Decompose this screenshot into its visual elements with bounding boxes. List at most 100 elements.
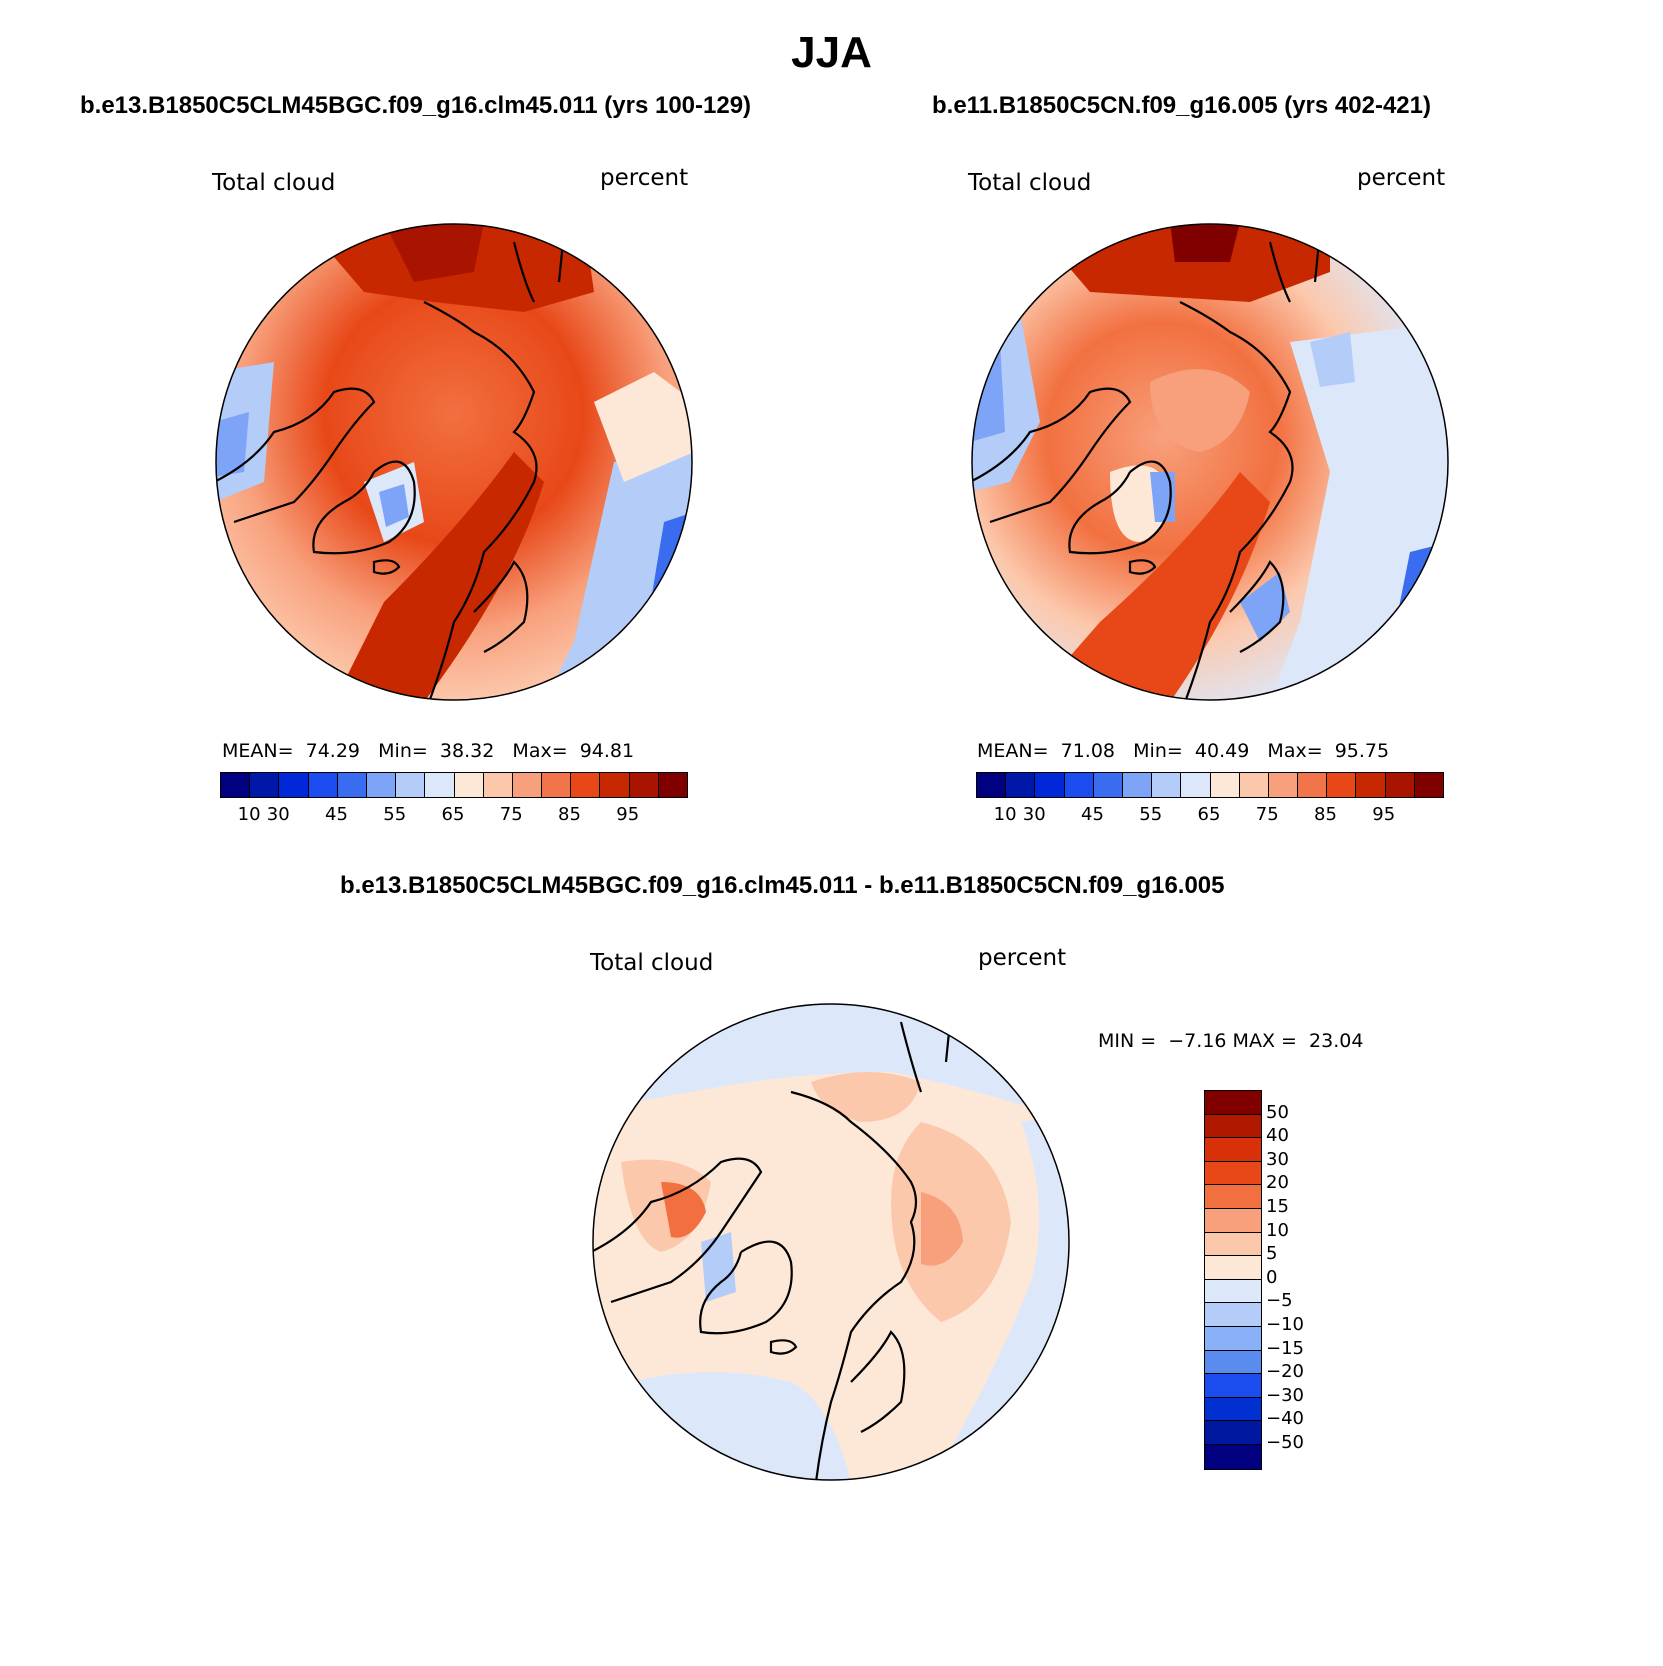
colorbar-cell [454, 773, 484, 797]
colorbar-cell [366, 773, 397, 797]
diff-colorbar-tick-label: −15 [1266, 1337, 1304, 1359]
colorbar-cell [425, 773, 455, 797]
panel1-west-low-cloud-2 [216, 412, 249, 477]
colorbar-cell [1205, 1279, 1261, 1304]
colorbar-cell [1205, 1303, 1261, 1327]
colorbar-cell [1327, 773, 1357, 797]
panel2-coastline-america [972, 387, 1132, 524]
diff-greenland-neg [701, 1232, 736, 1302]
colorbar-cell [658, 773, 687, 797]
panel2-stats: MEAN= 71.08 Min= 40.49 Max= 95.75 [977, 740, 1390, 762]
diff-units-label: percent [978, 945, 1067, 971]
colorbar-cell [571, 773, 601, 797]
diff-colorbar-tick-label: 10 [1266, 1219, 1289, 1241]
colorbar-tick-label: 95 [616, 804, 640, 825]
panel2-pole-cloud [1150, 369, 1250, 452]
diff-colorbar-tick-label: −50 [1266, 1432, 1304, 1453]
diff-colorbar-tick-label: 0 [1266, 1266, 1278, 1288]
colorbar-cell [1205, 1444, 1261, 1469]
colorbar-cell [1181, 773, 1211, 797]
colorbar-cell [1064, 773, 1094, 797]
panel2-colorbar-labels: 10 30 45 55 65 75 85 95 [976, 804, 1442, 828]
colorbar-cell [1298, 773, 1328, 797]
diff-minmax-stats: MIN = −7.16 MAX = 23.04 [1098, 1030, 1364, 1052]
colorbar-cell [1205, 1114, 1261, 1139]
colorbar-cell [1122, 773, 1153, 797]
diff-variable-label: Total cloud [590, 950, 714, 976]
colorbar-cell [1152, 773, 1182, 797]
colorbar-tick-label: 75 [499, 804, 523, 825]
colorbar-tick-label: 95 [1372, 804, 1396, 825]
diff-east-pos-2 [921, 1192, 963, 1266]
colorbar-cell [512, 773, 543, 797]
panel1-greenland-low-2 [379, 484, 409, 527]
diff-colorbar-tick-label: −40 [1266, 1408, 1304, 1430]
colorbar-cell [1205, 1138, 1261, 1162]
colorbar-cell [1006, 773, 1036, 797]
colorbar-cell [1356, 773, 1386, 797]
colorbar-cell [1205, 1326, 1261, 1351]
colorbar-cell [1205, 1421, 1261, 1445]
panel2-case-title: b.e11.B1850C5CN.f09_g16.005 (yrs 402-421… [932, 92, 1431, 119]
panel2-colorbar [976, 772, 1444, 798]
panel1-stats: MEAN= 74.29 Min= 38.32 Max= 94.81 [222, 740, 635, 762]
colorbar-cell [977, 773, 1007, 797]
colorbar-cell [1385, 773, 1415, 797]
colorbar-tick-label: 75 [1255, 804, 1279, 825]
panel2-east-mid-low [1310, 332, 1355, 387]
panel1-polar-map [215, 223, 693, 701]
panel1-units-label: percent [600, 165, 689, 191]
panel1-coastline-iceland [372, 559, 401, 575]
diff-colorbar-tick-label: −10 [1266, 1314, 1304, 1335]
colorbar-tick-label: 65 [441, 804, 465, 825]
panel1-coastline-greenland [312, 460, 416, 555]
colorbar-cell [396, 773, 426, 797]
panel1-colorbar [220, 772, 688, 798]
colorbar-tick-label: 30 [1022, 804, 1046, 825]
panel1-colorbar-labels: 10 30 45 55 65 75 85 95 [220, 804, 686, 828]
colorbar-cell [1239, 773, 1269, 797]
panel1-coastline-america [216, 387, 376, 524]
colorbar-tick-label: 85 [1314, 804, 1337, 825]
colorbar-cell [250, 773, 280, 797]
diff-colorbar-tick-label: 40 [1266, 1125, 1289, 1147]
panel1-peak-cloud [384, 224, 484, 282]
colorbar-tick-label: 85 [558, 804, 581, 825]
colorbar-cell [1093, 773, 1123, 797]
panel2-coastline-greenland [1068, 460, 1172, 555]
diff-colorbar-tick-label: 15 [1266, 1196, 1289, 1217]
colorbar-tick-label: 10 [993, 804, 1017, 825]
diff-polar-map [592, 1003, 1070, 1481]
diff-colorbar-labels: 50 40 30 20 15 10 5 0 −5 −10 −15 −20 −30 −40 −50 [1266, 1090, 1336, 1470]
panel2-peak-cloud [1170, 224, 1240, 262]
colorbar-tick-label: 55 [1139, 804, 1163, 825]
colorbar-tick-label: 65 [1197, 804, 1221, 825]
panel1-case-title: b.e13.B1850C5CLM45BGC.f09_g16.clm45.011 … [80, 92, 752, 119]
colorbar-cell [483, 773, 513, 797]
diff-coastline-eurasia [790, 1090, 918, 1480]
diff-colorbar [1204, 1090, 1262, 1470]
colorbar-cell [337, 773, 367, 797]
panel1-coastline-scandinavia [473, 560, 529, 653]
colorbar-tick-label: 10 [237, 804, 261, 825]
panel1-east-mid-cloud [594, 372, 692, 482]
panel1-variable-label: Total cloud [212, 170, 336, 196]
colorbar-tick-label: 45 [1081, 804, 1104, 825]
panel2-atlantic-cloud [1030, 472, 1270, 700]
diff-coastline-greenland [699, 1240, 793, 1335]
diff-colorbar-tick-label: −30 [1266, 1384, 1304, 1406]
diff-case-title: b.e13.B1850C5CLM45BGC.f09_g16.clm45.011 … [340, 872, 1225, 899]
diff-colorbar-tick-label: 30 [1266, 1148, 1289, 1170]
colorbar-cell [1205, 1256, 1261, 1280]
diff-coastline-america [593, 1157, 763, 1304]
colorbar-cell [1205, 1350, 1261, 1375]
colorbar-cell [1205, 1397, 1261, 1422]
diff-colorbar-tick-label: 5 [1266, 1243, 1278, 1265]
colorbar-cell [1205, 1232, 1261, 1257]
colorbar-cell [1205, 1161, 1261, 1186]
colorbar-cell [221, 773, 251, 797]
diff-map-border [592, 1003, 1070, 1481]
diff-north-pos [811, 1072, 921, 1122]
page-title: JJA [791, 28, 872, 77]
colorbar-cell [1414, 773, 1443, 797]
